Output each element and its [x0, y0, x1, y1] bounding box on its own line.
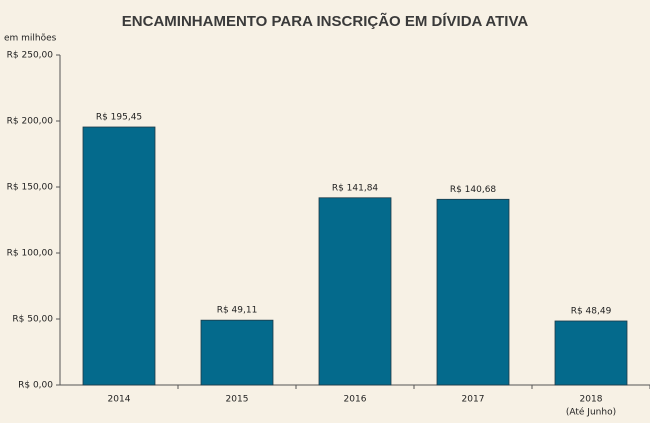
x-tick-label: 2014	[108, 395, 131, 405]
chart-title: ENCAMINHAMENTO PARA INSCRIÇÃO EM DÍVIDA …	[122, 12, 529, 30]
x-tick-label: 2016	[344, 395, 367, 405]
bar	[318, 197, 392, 386]
bar	[82, 126, 156, 386]
value-label: R$ 48,49	[571, 306, 612, 316]
bar	[554, 320, 628, 386]
y-axis-label: em milhões	[4, 34, 57, 44]
x-tick-label: 2017	[462, 395, 485, 405]
annotation: (Até Junho)	[566, 407, 616, 418]
y-tick-label: R$ 0,00	[18, 381, 53, 391]
bar	[436, 198, 510, 386]
value-label: R$ 49,11	[217, 306, 258, 316]
y-tick-label: R$ 250,00	[7, 51, 54, 61]
value-label: R$ 195,45	[96, 113, 142, 123]
x-tick-label: 2018	[580, 395, 603, 405]
y-tick-label: R$ 200,00	[7, 117, 54, 127]
bar	[200, 319, 274, 386]
x-tick-label: 2015	[226, 395, 249, 405]
value-label: R$ 141,84	[332, 183, 379, 193]
y-tick-label: R$ 50,00	[12, 315, 53, 325]
y-tick-label: R$ 150,00	[7, 183, 54, 193]
value-label: R$ 140,68	[450, 185, 497, 195]
y-tick-label: R$ 100,00	[7, 249, 54, 259]
